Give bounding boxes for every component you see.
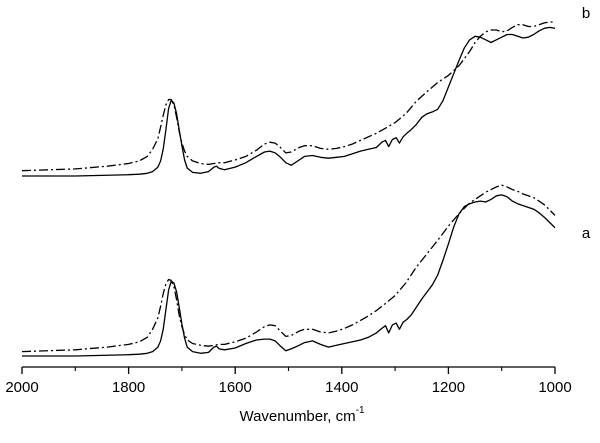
spectrum-a-solid-line — [22, 194, 556, 357]
x-axis-title-text: Wavenumber, cm — [239, 408, 355, 425]
series-layer — [21, 21, 556, 357]
x-axis-title: Wavenumber, cm-1 — [239, 405, 364, 425]
panel-b — [21, 21, 556, 177]
panel-labels: ba — [582, 5, 591, 242]
x-tick-label-1800: 1800 — [112, 379, 145, 396]
panel-label-a: a — [582, 225, 591, 242]
x-tick-label-2000: 2000 — [5, 379, 38, 396]
spectrum-b-solid-line — [22, 26, 556, 177]
x-axis: 2000 1800 1600 1400 1200 1000 — [5, 366, 572, 396]
spectrum-b-dashdot-line — [21, 21, 555, 172]
panel-label-b: b — [582, 5, 590, 22]
panel-a — [21, 184, 556, 357]
x-tick-label-1400: 1400 — [325, 379, 358, 396]
spectrum-a-dashdot-line — [21, 184, 556, 353]
x-tick-label-1200: 1200 — [432, 379, 465, 396]
x-axis-title-superscript: -1 — [356, 405, 365, 416]
x-tick-label-1600: 1600 — [219, 379, 252, 396]
x-tick-label-1000: 1000 — [538, 379, 571, 396]
